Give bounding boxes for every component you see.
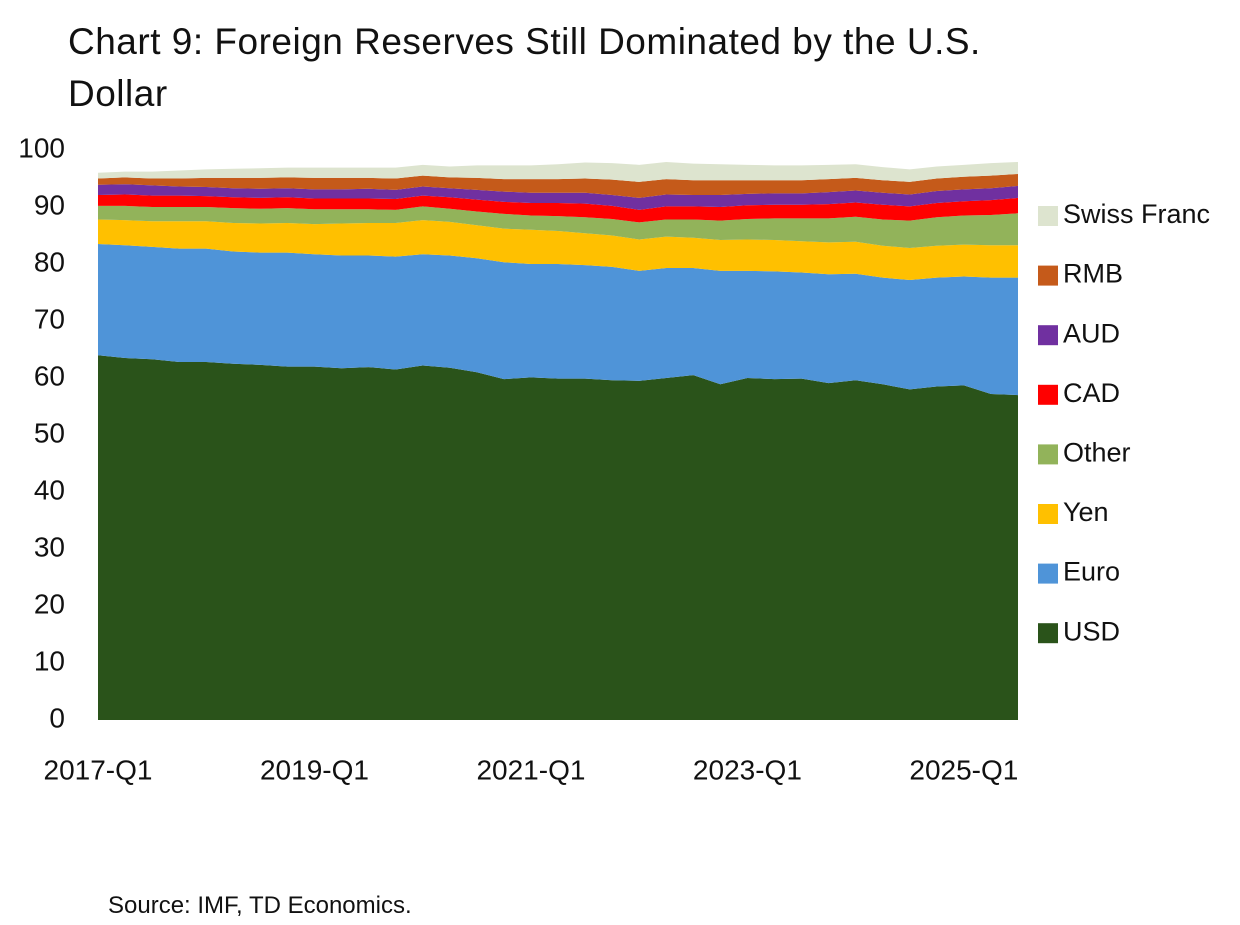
y-tick-label: 40 <box>34 474 65 505</box>
area <box>98 184 1018 210</box>
legend-swatch <box>1038 325 1058 346</box>
legend-label: Other <box>1063 438 1131 468</box>
legend-label: Swiss Franc <box>1063 199 1210 229</box>
y-tick-label: 0 <box>49 702 65 733</box>
legend-label: USD <box>1063 616 1120 646</box>
legend-swatch <box>1038 563 1058 584</box>
legend-swatch <box>1038 444 1058 465</box>
legend-label: CAD <box>1063 378 1120 408</box>
area <box>98 205 1018 249</box>
x-tick-label: 2019-Q1 <box>260 754 369 785</box>
legend-swatch <box>1038 265 1058 286</box>
y-tick-label: 60 <box>34 360 65 391</box>
y-tick-label: 70 <box>34 303 65 334</box>
x-tick-label: 2023-Q1 <box>693 754 802 785</box>
legend-label: RMB <box>1063 259 1123 289</box>
x-tick-label: 2021-Q1 <box>476 754 585 785</box>
x-tick-label: 2025-Q1 <box>909 754 1018 785</box>
y-tick-label: 80 <box>34 246 65 277</box>
area <box>98 194 1018 223</box>
y-tick-label: 90 <box>34 189 65 220</box>
y-tick-label: 50 <box>34 417 65 448</box>
legend-label: Euro <box>1063 557 1120 587</box>
plot-area <box>98 161 1018 720</box>
y-tick-label: 10 <box>34 645 65 676</box>
area <box>98 355 1018 720</box>
legend-swatch <box>1038 504 1058 524</box>
legend-swatch <box>1038 623 1058 644</box>
legend-label: Yen <box>1063 497 1109 527</box>
y-tick-label: 30 <box>34 531 65 562</box>
legend-label: AUD <box>1063 318 1120 348</box>
area <box>98 161 1018 182</box>
y-tick-label: 100 <box>18 132 65 163</box>
area <box>98 173 1018 198</box>
y-tick-label: 20 <box>34 588 65 619</box>
area <box>98 244 1018 396</box>
x-tick-label: 2017-Q1 <box>44 754 153 785</box>
legend-swatch <box>1038 384 1058 405</box>
legend-swatch <box>1038 206 1058 226</box>
chart-title: Chart 9: Foreign Reserves Still Dominate… <box>68 21 981 114</box>
source-note: Source: IMF, TD Economics. <box>108 892 412 919</box>
area <box>98 219 1018 280</box>
